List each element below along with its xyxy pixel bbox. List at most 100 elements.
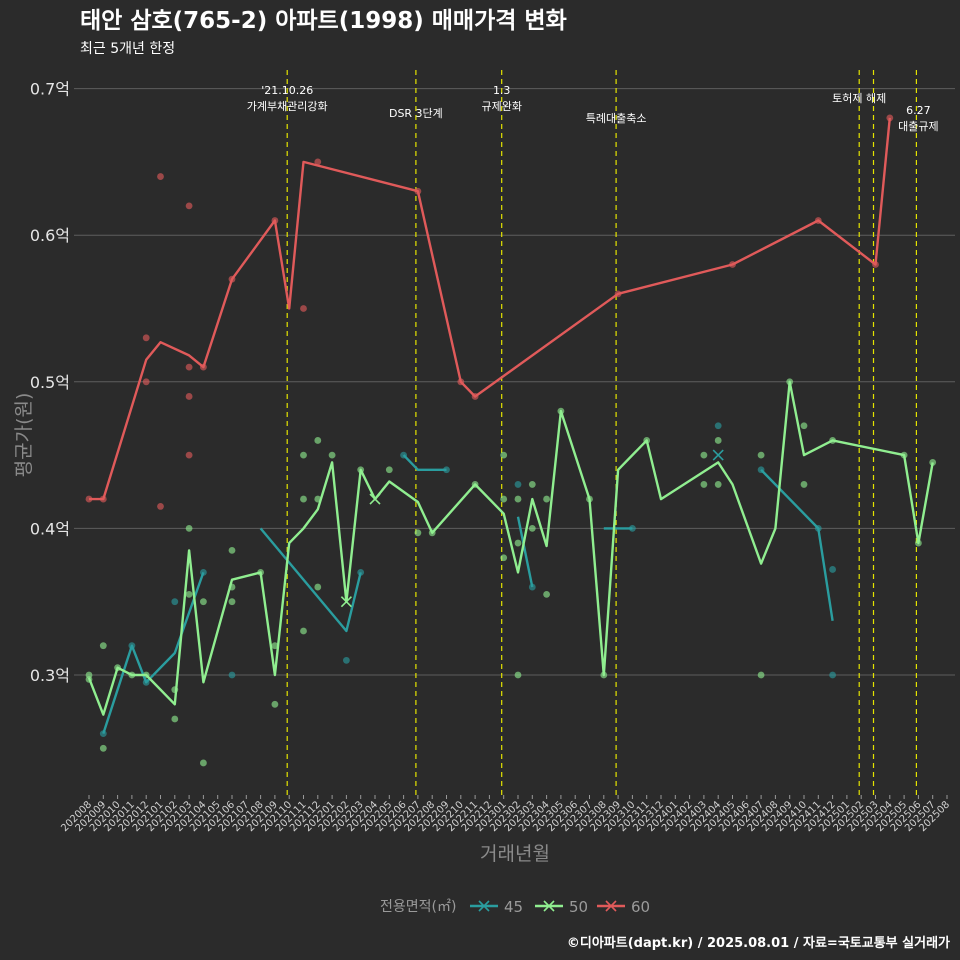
y-tick-label: 0.7억 (30, 80, 70, 99)
legend-label: 45 (504, 898, 523, 916)
y-axis-ticks: 0.3억 0.4억 0.5억 0.6억 0.7억 (30, 80, 70, 685)
data-point (500, 554, 508, 562)
legend-swatch-cross (478, 900, 490, 912)
data-point (829, 566, 836, 573)
y-tick-label: 0.4억 (30, 519, 70, 538)
data-point (714, 422, 722, 430)
data-point (714, 437, 722, 444)
x-axis-ticks: 2020082020092020102020112020122021012021… (59, 795, 952, 834)
data-point (300, 627, 307, 635)
event-label: 대출규제 (898, 120, 938, 133)
series-group (85, 114, 937, 767)
data-point (357, 568, 365, 576)
data-point (142, 378, 150, 386)
event-label: 1.3 (493, 84, 511, 97)
data-point (271, 700, 279, 708)
event-label: 가계부채관리강화 (247, 100, 328, 113)
event-label: 토허제 해제 (832, 91, 886, 105)
event-label: '21.10.26 (261, 84, 313, 97)
data-point (700, 481, 708, 488)
data-point (543, 590, 550, 598)
chart-title: 태안 삼호(765-2) 아파트(1998) 매매가격 변화 (80, 8, 567, 34)
data-point (300, 305, 307, 312)
event-label: 6.27 (906, 104, 931, 117)
data-point (228, 546, 236, 554)
data-point (314, 583, 322, 591)
data-point (271, 642, 279, 650)
cross-marker (712, 449, 724, 461)
data-point (543, 495, 550, 503)
series-line-45 (516, 516, 534, 588)
data-point (700, 451, 708, 459)
legend-swatch-cross (543, 900, 555, 912)
data-point (157, 173, 164, 180)
data-point (300, 495, 307, 503)
series-line-45 (760, 468, 834, 621)
data-point (99, 642, 107, 650)
data-point (800, 481, 808, 488)
legend-title: 전용면적(㎡) (380, 899, 456, 915)
plot-area: 0.3억 0.4억 0.5억 0.6억 0.7억 '21.10.26 가계부채관리강화 DS… (30, 70, 955, 834)
data-point (714, 481, 722, 488)
data-point (157, 503, 164, 510)
data-point (800, 422, 808, 430)
event-label: DSR 3단계 (389, 107, 443, 120)
data-point (414, 529, 422, 537)
data-point (228, 598, 236, 606)
legend-swatch-cross (605, 900, 617, 912)
event-label: 규제완화 (481, 100, 521, 113)
data-point (300, 451, 307, 459)
data-point (514, 539, 522, 547)
data-point (528, 481, 536, 488)
data-point (500, 451, 508, 459)
data-point (514, 495, 522, 503)
data-point (185, 451, 193, 459)
cross-marker (369, 493, 381, 505)
data-point (514, 671, 522, 679)
data-point (500, 495, 508, 503)
series-line-45 (259, 527, 362, 633)
data-point (314, 437, 322, 444)
data-point (757, 451, 765, 459)
data-point (528, 525, 536, 532)
y-tick-label: 0.5억 (30, 373, 70, 392)
event-label: 특례대출축소 (586, 112, 647, 125)
y-axis-title: 평균가(원) (13, 393, 35, 478)
data-point (228, 671, 236, 679)
series-line-45 (402, 454, 447, 471)
data-point (185, 363, 193, 371)
gridlines (74, 88, 955, 676)
legend-label: 60 (631, 898, 650, 916)
data-point (757, 671, 765, 679)
y-tick-label: 0.3억 (30, 666, 70, 685)
legend: 전용면적(㎡) 45 50 60 (380, 898, 650, 916)
data-point (314, 158, 322, 166)
data-point (185, 525, 193, 532)
data-point (142, 334, 150, 342)
data-point (385, 466, 393, 474)
legend-label: 50 (569, 898, 588, 916)
data-point (185, 202, 193, 210)
data-point (514, 481, 522, 488)
points-layer (85, 114, 937, 767)
series-line-50 (87, 380, 934, 716)
data-point (528, 583, 536, 591)
data-point (171, 598, 179, 606)
data-point (200, 598, 207, 606)
chart-caption: ©디아파트(dapt.kr) / 2025.08.01 / 자료=국토교통부 실… (567, 935, 950, 951)
cross-marker (340, 596, 352, 608)
data-point (829, 671, 836, 679)
data-point (200, 759, 207, 767)
data-point (99, 744, 107, 752)
chart-subtitle: 최근 5개년 한정 (80, 41, 175, 57)
series-line-60 (89, 117, 891, 501)
y-tick-label: 0.6억 (30, 226, 70, 245)
data-point (171, 715, 179, 723)
data-point (328, 451, 336, 459)
data-point (185, 590, 193, 598)
series-line-45 (102, 571, 205, 734)
data-point (185, 393, 193, 400)
data-point (343, 656, 350, 664)
